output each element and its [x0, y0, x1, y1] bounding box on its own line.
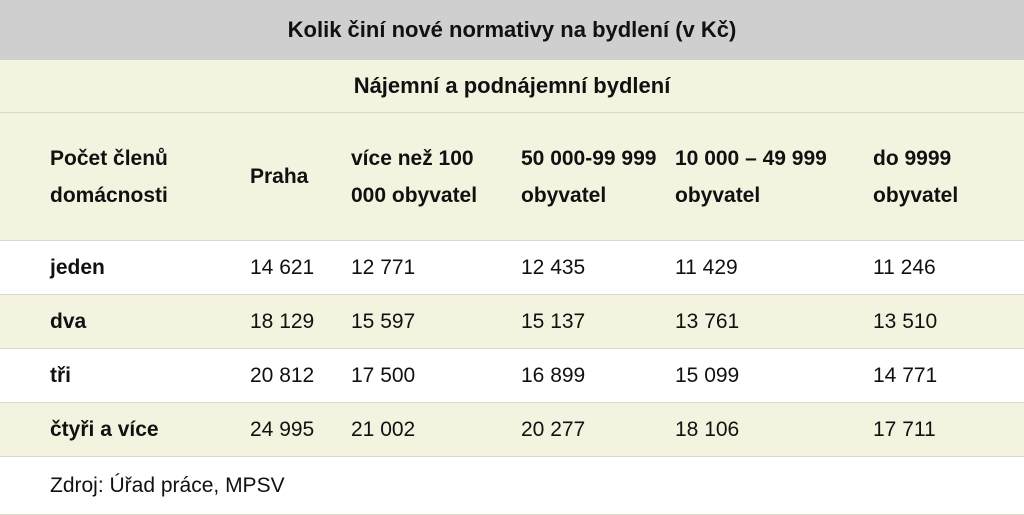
table-cell: 20 812: [250, 363, 315, 387]
table-row: dva 18 129 15 597 15 137 13 761 13 510: [0, 295, 1024, 349]
table-cell: 15 137: [521, 309, 586, 333]
table-cell: 17 711: [873, 417, 936, 441]
table-cell: 13 510: [873, 309, 938, 333]
table-cell: 15 597: [351, 309, 416, 333]
table-cell: 18 106: [675, 417, 740, 441]
header-praha: Praha: [250, 165, 309, 188]
row-label: jeden: [50, 255, 105, 279]
table-cell: 20 277: [521, 417, 586, 441]
row-label: tři: [50, 363, 71, 387]
row-label: dva: [50, 309, 87, 333]
table-row: čtyři a více 24 995 21 002 20 277 18 106…: [0, 403, 1024, 457]
table-cell: 24 995: [250, 417, 315, 441]
table-subtitle: Nájemní a podnájemní bydlení: [353, 73, 671, 98]
row-label: čtyři a více: [50, 417, 159, 441]
table-cell: 11 429: [675, 255, 738, 279]
header-over-100000: více než 100 000 obyvatel: [351, 146, 478, 207]
table-cell: 11 246: [873, 255, 936, 279]
table-subtitle-row: Nájemní a podnájemní bydlení: [0, 60, 1024, 113]
table-cell: 12 771: [351, 255, 416, 279]
table-cell: 17 500: [351, 363, 416, 387]
table-row: jeden 14 621 12 771 12 435 11 429 11 246: [0, 241, 1024, 295]
table-cell: 16 899: [521, 363, 586, 387]
table-title: Kolik činí nové normativy na bydlení (v …: [287, 17, 737, 42]
table-cell: 21 002: [351, 417, 416, 441]
table-header-row: Počet členů domácnosti Praha více než 10…: [0, 113, 1024, 241]
table-title-row: Kolik činí nové normativy na bydlení (v …: [0, 0, 1024, 60]
table-row: tři 20 812 17 500 16 899 15 099 14 771: [0, 349, 1024, 403]
table-cell: 12 435: [521, 255, 586, 279]
header-50000-99999: 50 000-99 999 obyvatel: [521, 146, 657, 207]
table-cell: 14 621: [250, 255, 315, 279]
header-10000-49999: 10 000 – 49 999 obyvatel: [675, 146, 827, 207]
table-cell: 14 771: [873, 363, 938, 387]
header-under-9999: do 9999 obyvatel: [873, 146, 959, 207]
table-cell: 18 129: [250, 309, 315, 333]
table-source-row: Zdroj: Úřad práce, MPSV: [0, 457, 1024, 515]
header-household-members: Počet členů domácnosti: [50, 146, 168, 207]
source-note: Zdroj: Úřad práce, MPSV: [50, 473, 285, 497]
table-cell: 13 761: [675, 309, 740, 333]
table-cell: 15 099: [675, 363, 740, 387]
